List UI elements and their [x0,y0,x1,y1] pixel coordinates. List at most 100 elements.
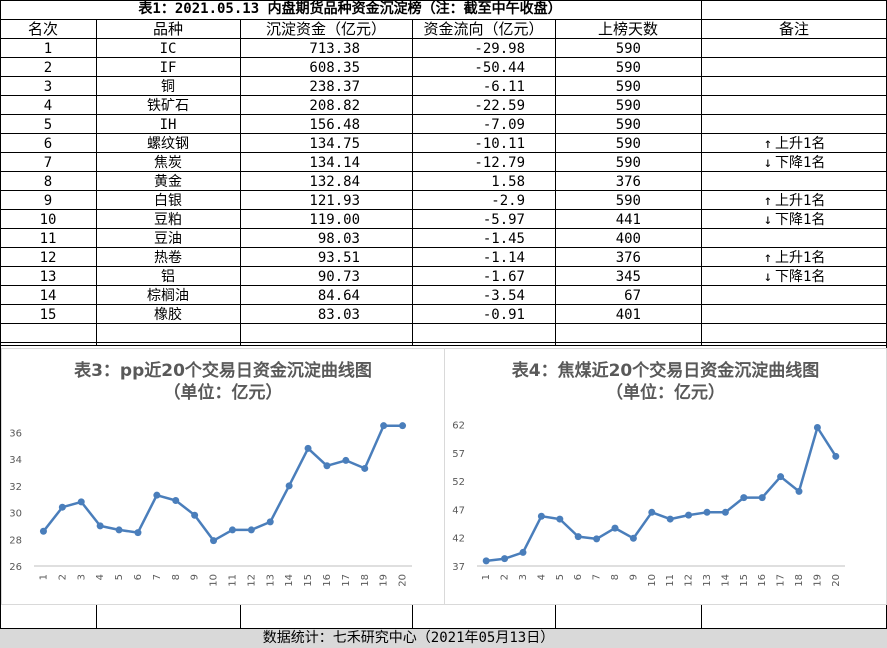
cell-rank[interactable]: 12 [39,250,57,266]
x-tick-label: 18 [360,574,371,587]
header-flow[interactable]: 资金流向（亿元） [423,20,544,38]
cell-flow[interactable]: -5.97 [482,212,525,228]
x-tick-label: 16 [322,574,333,587]
cell-fund[interactable]: 119.00 [309,212,360,228]
cell-days[interactable]: 590 [615,136,641,152]
cell-days[interactable]: 400 [615,231,641,247]
cell-flow[interactable]: -7.09 [482,117,525,133]
cell-fund[interactable]: 238.37 [309,79,360,95]
cell-name[interactable]: 热卷 [154,250,182,266]
cell-name[interactable]: 铁矿石 [147,98,189,114]
y-tick-label: 42 [452,534,465,545]
grid-hline [0,304,887,305]
cell-note[interactable]: ↓ 下降1名 [701,211,887,230]
cell-rank[interactable]: 11 [39,231,57,247]
cell-flow[interactable]: -1.14 [482,250,525,266]
cell-days[interactable]: 590 [615,79,641,95]
cell-name[interactable]: 橡胶 [154,307,182,323]
cell-fund[interactable]: 713.38 [309,41,360,57]
cell-days[interactable]: 590 [615,117,641,133]
cell-flow[interactable]: -12.79 [474,155,525,171]
cell-flow[interactable]: -0.91 [482,307,525,323]
cell-days[interactable]: 67 [624,288,641,304]
cell-fund[interactable]: 208.82 [309,98,360,114]
header-note[interactable]: 备注 [778,20,809,38]
cell-rank[interactable]: 6 [43,136,53,152]
cell-name[interactable]: 铝 [161,269,175,285]
cell-rank[interactable]: 4 [43,98,53,114]
x-tick-label: 11 [227,574,238,587]
cell-name[interactable]: 黄金 [154,174,182,190]
cell-days[interactable]: 376 [615,250,641,266]
x-tick-label: 10 [209,574,220,587]
cell-days[interactable]: 441 [615,212,641,228]
cell-note[interactable]: ↓ 下降1名 [701,268,887,287]
cell-note[interactable]: ↑ 上升1名 [701,192,887,211]
header-rank[interactable]: 名次 [28,20,59,38]
cell-rank[interactable]: 9 [43,193,53,209]
cell-name[interactable]: 铜 [161,79,175,95]
cell-flow[interactable]: -10.11 [474,136,525,152]
cell-days[interactable]: 590 [615,41,641,57]
cell-fund[interactable]: 90.73 [317,269,360,285]
cell-note[interactable]: ↑ 上升1名 [701,135,887,154]
series-line [486,426,837,563]
cell-rank[interactable]: 5 [43,117,53,133]
cell-rank[interactable]: 15 [39,307,57,323]
cell-rank[interactable]: 3 [43,79,53,95]
cell-rank[interactable]: 10 [39,212,57,228]
cell-fund[interactable]: 93.51 [317,250,360,266]
x-tick-label: 20 [398,574,409,587]
cell-rank[interactable]: 13 [39,269,57,285]
cell-rank[interactable]: 7 [43,155,53,171]
data-point [556,515,564,523]
cell-fund[interactable]: 608.35 [309,60,360,76]
cell-name[interactable]: 焦炭 [154,155,182,171]
cell-note[interactable]: ↓ 下降1名 [701,154,887,173]
cell-flow[interactable]: -2.9 [491,193,525,209]
cell-flow[interactable]: -1.67 [482,269,525,285]
cell-rank[interactable]: 1 [43,41,53,57]
cell-name[interactable]: 豆粕 [154,212,182,228]
cell-days[interactable]: 590 [615,193,641,209]
cell-name[interactable]: IH [159,117,177,133]
cell-flow[interactable]: -50.44 [474,60,525,76]
cell-days[interactable]: 401 [615,307,641,323]
cell-days[interactable]: 590 [615,98,641,114]
cell-fund[interactable]: 132.84 [309,174,360,190]
cell-rank[interactable]: 14 [39,288,57,304]
cell-note[interactable]: ↑ 上升1名 [701,249,887,268]
chart-pp[interactable]: 表3：pp近20个交易日资金沉淀曲线图 （单位：亿元） 26 28 30 32 34 36… [1,348,445,605]
cell-flow[interactable]: -6.11 [482,79,525,95]
cell-rank[interactable]: 2 [43,60,53,76]
cell-fund[interactable]: 84.64 [317,288,360,304]
cell-rank[interactable]: 8 [43,174,53,190]
cell-fund[interactable]: 83.03 [317,307,360,323]
cell-days[interactable]: 590 [615,60,641,76]
cell-flow[interactable]: -1.45 [482,231,525,247]
cell-fund[interactable]: 98.03 [317,231,360,247]
cell-days[interactable]: 590 [615,155,641,171]
cell-name[interactable]: IF [159,60,177,76]
header-days[interactable]: 上榜天数 [597,20,658,38]
data-point [666,515,674,523]
cell-flow[interactable]: -29.98 [474,41,525,57]
header-fund[interactable]: 沉淀资金（亿元） [265,20,386,38]
cell-fund[interactable]: 156.48 [309,117,360,133]
cell-name[interactable]: 棕榈油 [147,288,189,304]
cell-flow[interactable]: 1.58 [491,174,525,190]
cell-fund[interactable]: 134.14 [309,155,360,171]
cell-name[interactable]: 白银 [154,193,182,209]
cell-days[interactable]: 345 [615,269,641,285]
header-name[interactable]: 品种 [152,20,183,38]
cell-flow[interactable]: -22.59 [474,98,525,114]
cell-name[interactable]: 螺纹钢 [147,136,189,152]
chart-coking-coal[interactable]: 表4：焦煤近20个交易日资金沉淀曲线图 （单位：亿元） 37 42 47 52 57 62… [444,348,887,605]
cell-name[interactable]: 豆油 [154,231,182,247]
cell-days[interactable]: 376 [615,174,641,190]
cell-fund[interactable]: 134.75 [309,136,360,152]
cell-name[interactable]: IC [159,41,177,57]
cell-flow[interactable]: -3.54 [482,288,525,304]
x-tick-label: 10 [647,574,658,587]
cell-fund[interactable]: 121.93 [309,193,360,209]
